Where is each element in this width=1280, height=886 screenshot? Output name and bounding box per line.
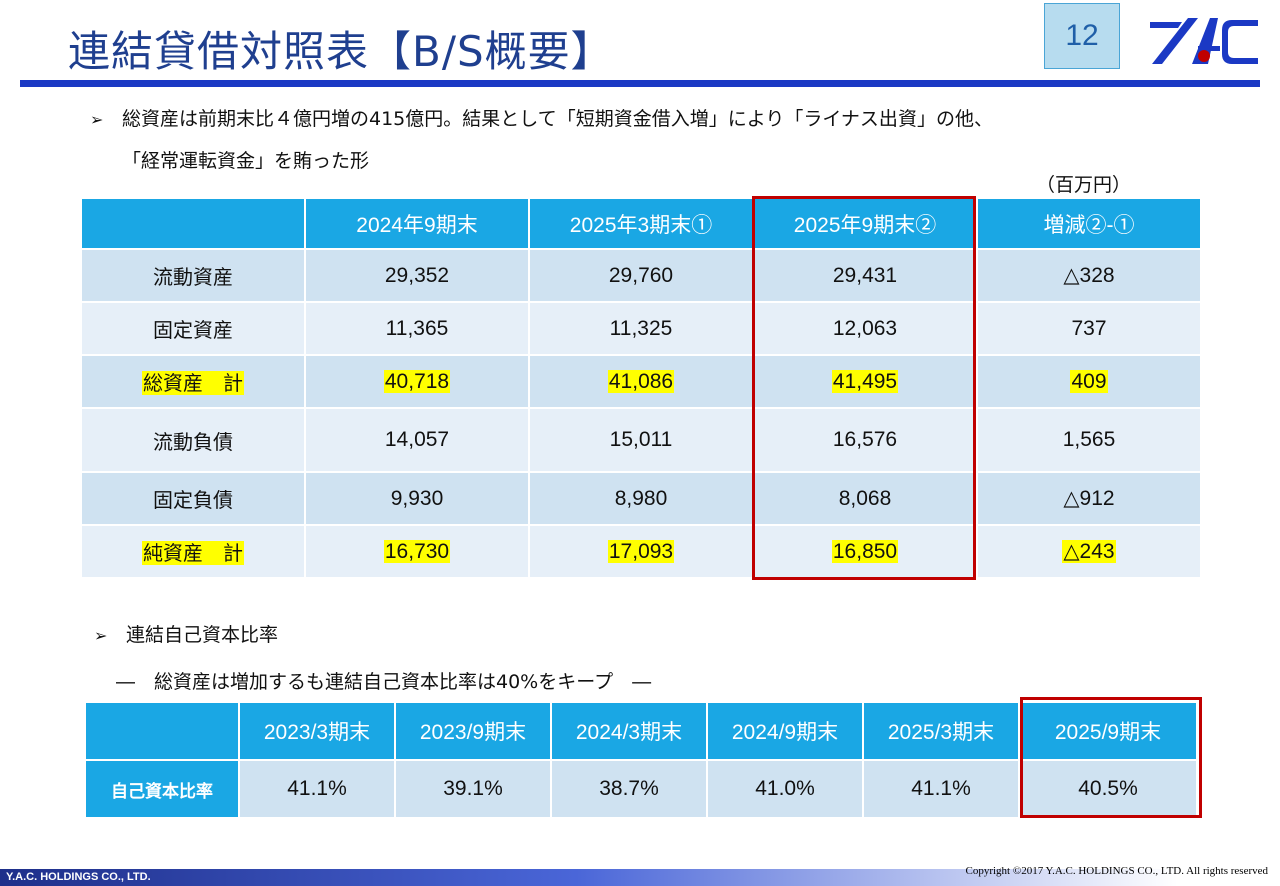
row-label: 総資産 計 bbox=[142, 371, 244, 395]
cell: 737 bbox=[976, 301, 1202, 356]
cell: 40.5% bbox=[1018, 759, 1198, 819]
header-cell: 増減②-① bbox=[976, 197, 1202, 250]
header-cell: 2023/3期末 bbox=[238, 701, 396, 761]
cell: 8,068 bbox=[752, 471, 978, 526]
unit-label: （百万円） bbox=[1036, 174, 1132, 196]
summary-bullet: ➢ 総資産は前期末比４億円増の415億円。結果として「短期資金借入増」により「ライ… bbox=[90, 104, 993, 131]
header-cell: 2025/9期末 bbox=[1018, 701, 1198, 761]
equity-ratio-table: 2023/3期末 2023/9期末 2024/3期末 2024/9期末 2025… bbox=[84, 701, 1198, 819]
header-cell: 2024年9期末 bbox=[304, 197, 530, 250]
cell: 41.1% bbox=[862, 759, 1020, 819]
cell: 16,576 bbox=[752, 407, 978, 473]
table-row: 流動資産 29,352 29,760 29,431 △328 bbox=[80, 248, 1202, 303]
cell: 29,760 bbox=[528, 248, 754, 303]
page-number: 12 bbox=[1044, 3, 1120, 69]
table-row: 固定資産 11,365 11,325 12,063 737 bbox=[80, 301, 1202, 356]
cell: 41,086 bbox=[607, 369, 675, 393]
cell: 39.1% bbox=[394, 759, 552, 819]
cell: 11,365 bbox=[304, 301, 530, 356]
cell: 11,325 bbox=[528, 301, 754, 356]
title-underline bbox=[20, 80, 1260, 87]
arrow-bullet-icon: ➢ bbox=[94, 626, 108, 645]
cell: 9,930 bbox=[304, 471, 530, 526]
cell: 12,063 bbox=[752, 301, 978, 356]
table-header-row: 2023/3期末 2023/9期末 2024/3期末 2024/9期末 2025… bbox=[84, 701, 1198, 761]
cell: 29,352 bbox=[304, 248, 530, 303]
cell: △243 bbox=[1062, 540, 1116, 563]
footer-copyright: Copyright ©2017 Y.A.C. HOLDINGS CO., LTD… bbox=[965, 865, 1269, 877]
header-cell: 2025/3期末 bbox=[862, 701, 1020, 761]
yac-logo-icon bbox=[1150, 18, 1258, 64]
table-row: 流動負債 14,057 15,011 16,576 1,565 bbox=[80, 407, 1202, 473]
cell: 41.0% bbox=[706, 759, 864, 819]
cell: △328 bbox=[976, 248, 1202, 303]
balance-sheet-table: 2024年9期末 2025年3期末① 2025年9期末② 増減②-① 流動資産 … bbox=[80, 197, 1202, 579]
header-cell: 2023/9期末 bbox=[394, 701, 552, 761]
cell: 409 bbox=[1070, 369, 1108, 393]
cell: 14,057 bbox=[304, 407, 530, 473]
summary-line-2: 「経常運転資金」を賄った形 bbox=[122, 150, 370, 172]
footer-bar bbox=[0, 869, 1280, 886]
arrow-bullet-icon: ➢ bbox=[90, 110, 104, 129]
table-row: 固定負債 9,930 8,980 8,068 △912 bbox=[80, 471, 1202, 526]
row-label: 固定資産 bbox=[80, 301, 306, 356]
footer-company: Y.A.C. HOLDINGS CO., LTD. bbox=[6, 871, 151, 883]
row-label: 自己資本比率 bbox=[84, 759, 240, 819]
cell: 41,495 bbox=[831, 369, 899, 393]
table-row: 自己資本比率 41.1% 39.1% 38.7% 41.0% 41.1% 40.… bbox=[84, 759, 1198, 819]
header-cell: 2025年3期末① bbox=[528, 197, 754, 250]
cell: 16,730 bbox=[383, 539, 451, 563]
cell: 40,718 bbox=[383, 369, 451, 393]
header-cell bbox=[84, 701, 240, 761]
table-header-row: 2024年9期末 2025年3期末① 2025年9期末② 増減②-① bbox=[80, 197, 1202, 250]
row-label: 純資産 計 bbox=[142, 541, 244, 565]
cell: 1,565 bbox=[976, 407, 1202, 473]
equity-bullet: ➢ 連結自己資本比率 bbox=[94, 620, 278, 647]
header-cell: 2024/9期末 bbox=[706, 701, 864, 761]
equity-heading: 連結自己資本比率 bbox=[126, 624, 279, 646]
cell: 17,093 bbox=[607, 539, 675, 563]
page-title: 連結貸借対照表【B/S概要】 bbox=[68, 27, 614, 76]
row-label: 固定負債 bbox=[80, 471, 306, 526]
header-cell: 2024/3期末 bbox=[550, 701, 708, 761]
equity-subtitle: ― 総資産は増加するも連結自己資本比率は40%をキープ ― bbox=[116, 671, 652, 693]
cell: 41.1% bbox=[238, 759, 396, 819]
cell: 29,431 bbox=[752, 248, 978, 303]
cell: △912 bbox=[976, 471, 1202, 526]
cell: 8,980 bbox=[528, 471, 754, 526]
header-cell bbox=[80, 197, 306, 250]
cell: 15,011 bbox=[528, 407, 754, 473]
table-row: 総資産 計 40,718 41,086 41,495 409 bbox=[80, 354, 1202, 409]
header-cell: 2025年9期末② bbox=[752, 197, 978, 250]
cell: 38.7% bbox=[550, 759, 708, 819]
row-label: 流動負債 bbox=[80, 407, 306, 473]
cell: 16,850 bbox=[831, 539, 899, 563]
table-row: 純資産 計 16,730 17,093 16,850 △243 bbox=[80, 524, 1202, 579]
row-label: 流動資産 bbox=[80, 248, 306, 303]
summary-line-1: 総資産は前期末比４億円増の415億円。結果として「短期資金借入増」により「ライナ… bbox=[122, 108, 993, 130]
